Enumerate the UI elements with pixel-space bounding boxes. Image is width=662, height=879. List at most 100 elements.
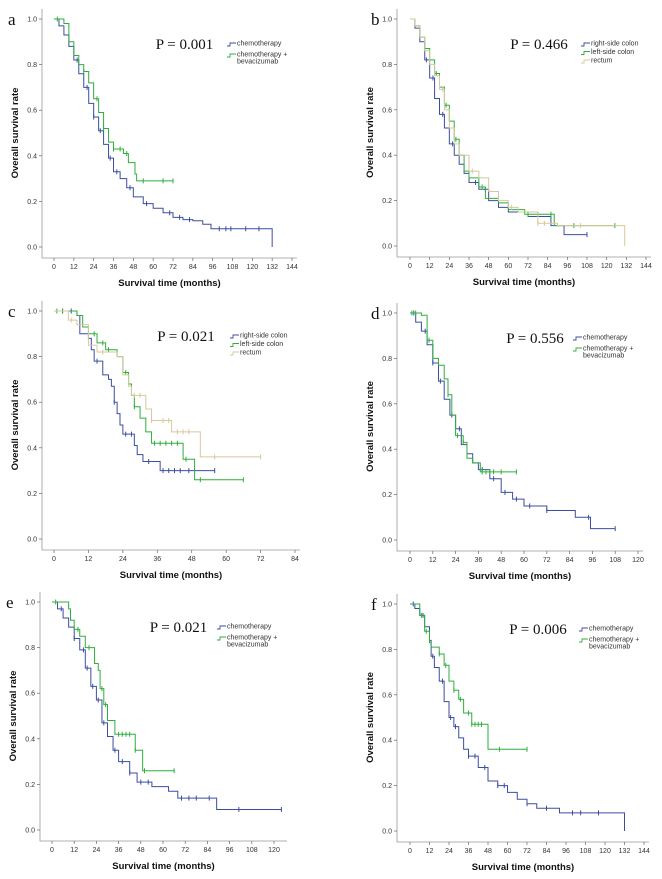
legend-swatch-green [579,638,588,643]
x-tick-label: 132 [266,264,278,271]
x-tick-label: 24 [90,264,98,271]
legend-label: right-side colon [240,333,288,340]
x-tick-label: 96 [562,848,570,855]
axis-frame [396,303,643,552]
panel-letter: a [8,10,16,29]
x-tick-label: 60 [504,263,512,270]
x-tick-label: 84 [544,263,552,270]
x-tick-label: 72 [257,556,265,563]
legend-label: rectum [240,350,262,357]
x-axis-title: Survival time (months) [112,861,214,872]
y-tick-label: 0.8 [25,645,35,652]
legend-label: chemotherapy [583,335,628,342]
x-tick-label: 96 [226,847,234,854]
x-tick-label: 48 [188,556,196,563]
x-tick-label: 84 [291,556,299,563]
legend-swatch-blue [230,334,239,339]
x-tick-label: 48 [137,847,145,854]
x-tick-label: 12 [70,264,78,271]
p-value: P = 0.556 [506,331,564,347]
legend-swatch-tan [581,59,590,64]
y-tick-label: 0.0 [382,538,392,545]
x-tick-label: 84 [204,847,212,854]
y-tick-label: 0.6 [27,108,37,115]
y-tick-label: 0.2 [382,783,392,790]
survival-curve-tan [410,18,626,246]
panel-letter: f [371,595,377,614]
x-tick-label: 84 [189,264,197,271]
p-value: P = 0.021 [150,620,208,636]
y-tick-label: 1.0 [382,602,392,609]
y-tick-label: 0.6 [25,691,35,698]
p-value: P = 0.466 [510,37,568,53]
x-tick-label: 60 [159,847,167,854]
y-tick-label: 0.4 [27,445,37,452]
legend-swatch-blue [573,336,582,341]
x-tick-label: 48 [129,264,137,271]
legend-label: chemotherapy + bevacizumab [227,635,277,649]
x-tick-label: 36 [475,557,483,564]
legend-label: left-side colon [240,341,283,348]
legend-label: chemotherapy [237,41,282,48]
y-tick-label: 0.6 [382,401,392,408]
x-tick-label: 72 [169,264,177,271]
y-tick-label: 0.4 [382,153,392,160]
survival-curve-blue [54,18,273,247]
legend-swatch-green [581,51,590,55]
x-tick-label: 144 [286,264,298,271]
y-axis-title: Overall survival rate [365,672,376,763]
y-axis-title: Overall survival rate [365,381,376,472]
survival-curve-green [54,18,173,182]
y-tick-label: 0.2 [27,199,37,206]
x-tick-label: 0 [52,556,56,563]
survival-curve-green [410,18,615,227]
legend-swatch-green [227,53,236,58]
x-tick-label: 144 [638,848,650,855]
legend-label: chemotherapy [227,624,272,631]
legend-label: chemotherapy + bevacizumab [583,346,633,360]
y-tick-label: 0.2 [27,491,37,498]
y-tick-label: 0.0 [27,245,37,252]
legend-label: chemotherapy + bevacizumab [589,637,639,651]
x-tick-label: 36 [110,264,118,271]
axis-frame [41,301,300,551]
survival-curve-green [52,601,175,772]
y-tick-label: 0.0 [382,244,392,251]
x-tick-label: 24 [445,848,453,855]
axis-frame [41,9,297,259]
x-tick-label: 132 [620,263,632,270]
x-axis-title: Survival time (months) [472,862,574,873]
x-tick-label: 12 [426,848,434,855]
axis-frame [396,594,649,843]
y-tick-label: 0.8 [27,354,37,361]
y-axis-title: Overall survival rate [10,88,21,179]
y-tick-label: 0.4 [382,738,392,745]
x-tick-label: 0 [52,264,56,271]
p-value: P = 0.006 [509,622,567,638]
km-panel-a: a 0.0 0.2 0.4 0.6 0.8 1.0 0 12 24 36 48 60 72 84 96 108 1… [8,9,298,289]
x-tick-label: 96 [563,263,571,270]
x-tick-label: 24 [445,263,453,270]
survival-curve-green [410,312,517,473]
x-tick-label: 72 [523,848,531,855]
x-tick-label: 108 [609,557,621,564]
legend-swatch-green [573,347,582,352]
legend-swatch-green [230,343,239,347]
x-tick-label: 72 [543,557,551,564]
x-tick-label: 0 [50,847,54,854]
km-panel-f: f 0.0 0.2 0.4 0.6 0.8 1.0 0 12 24 36 48 60 72 84 96 108 1… [365,594,650,873]
y-tick-label: 0.4 [382,447,392,454]
x-tick-label: 108 [581,263,593,270]
y-tick-label: 0.0 [382,829,392,836]
legend-label: chemotherapy [589,626,634,633]
x-tick-label: 12 [426,263,434,270]
x-tick-label: 96 [589,557,597,564]
axis-frame [396,9,651,258]
x-tick-label: 120 [632,557,644,564]
y-tick-label: 0.2 [382,198,392,205]
y-tick-label: 0.8 [382,647,392,654]
panel-letter: d [371,304,380,323]
legend-swatch-blue [579,627,588,632]
legend-swatch-blue [581,42,590,47]
y-tick-label: 0.2 [25,782,35,789]
